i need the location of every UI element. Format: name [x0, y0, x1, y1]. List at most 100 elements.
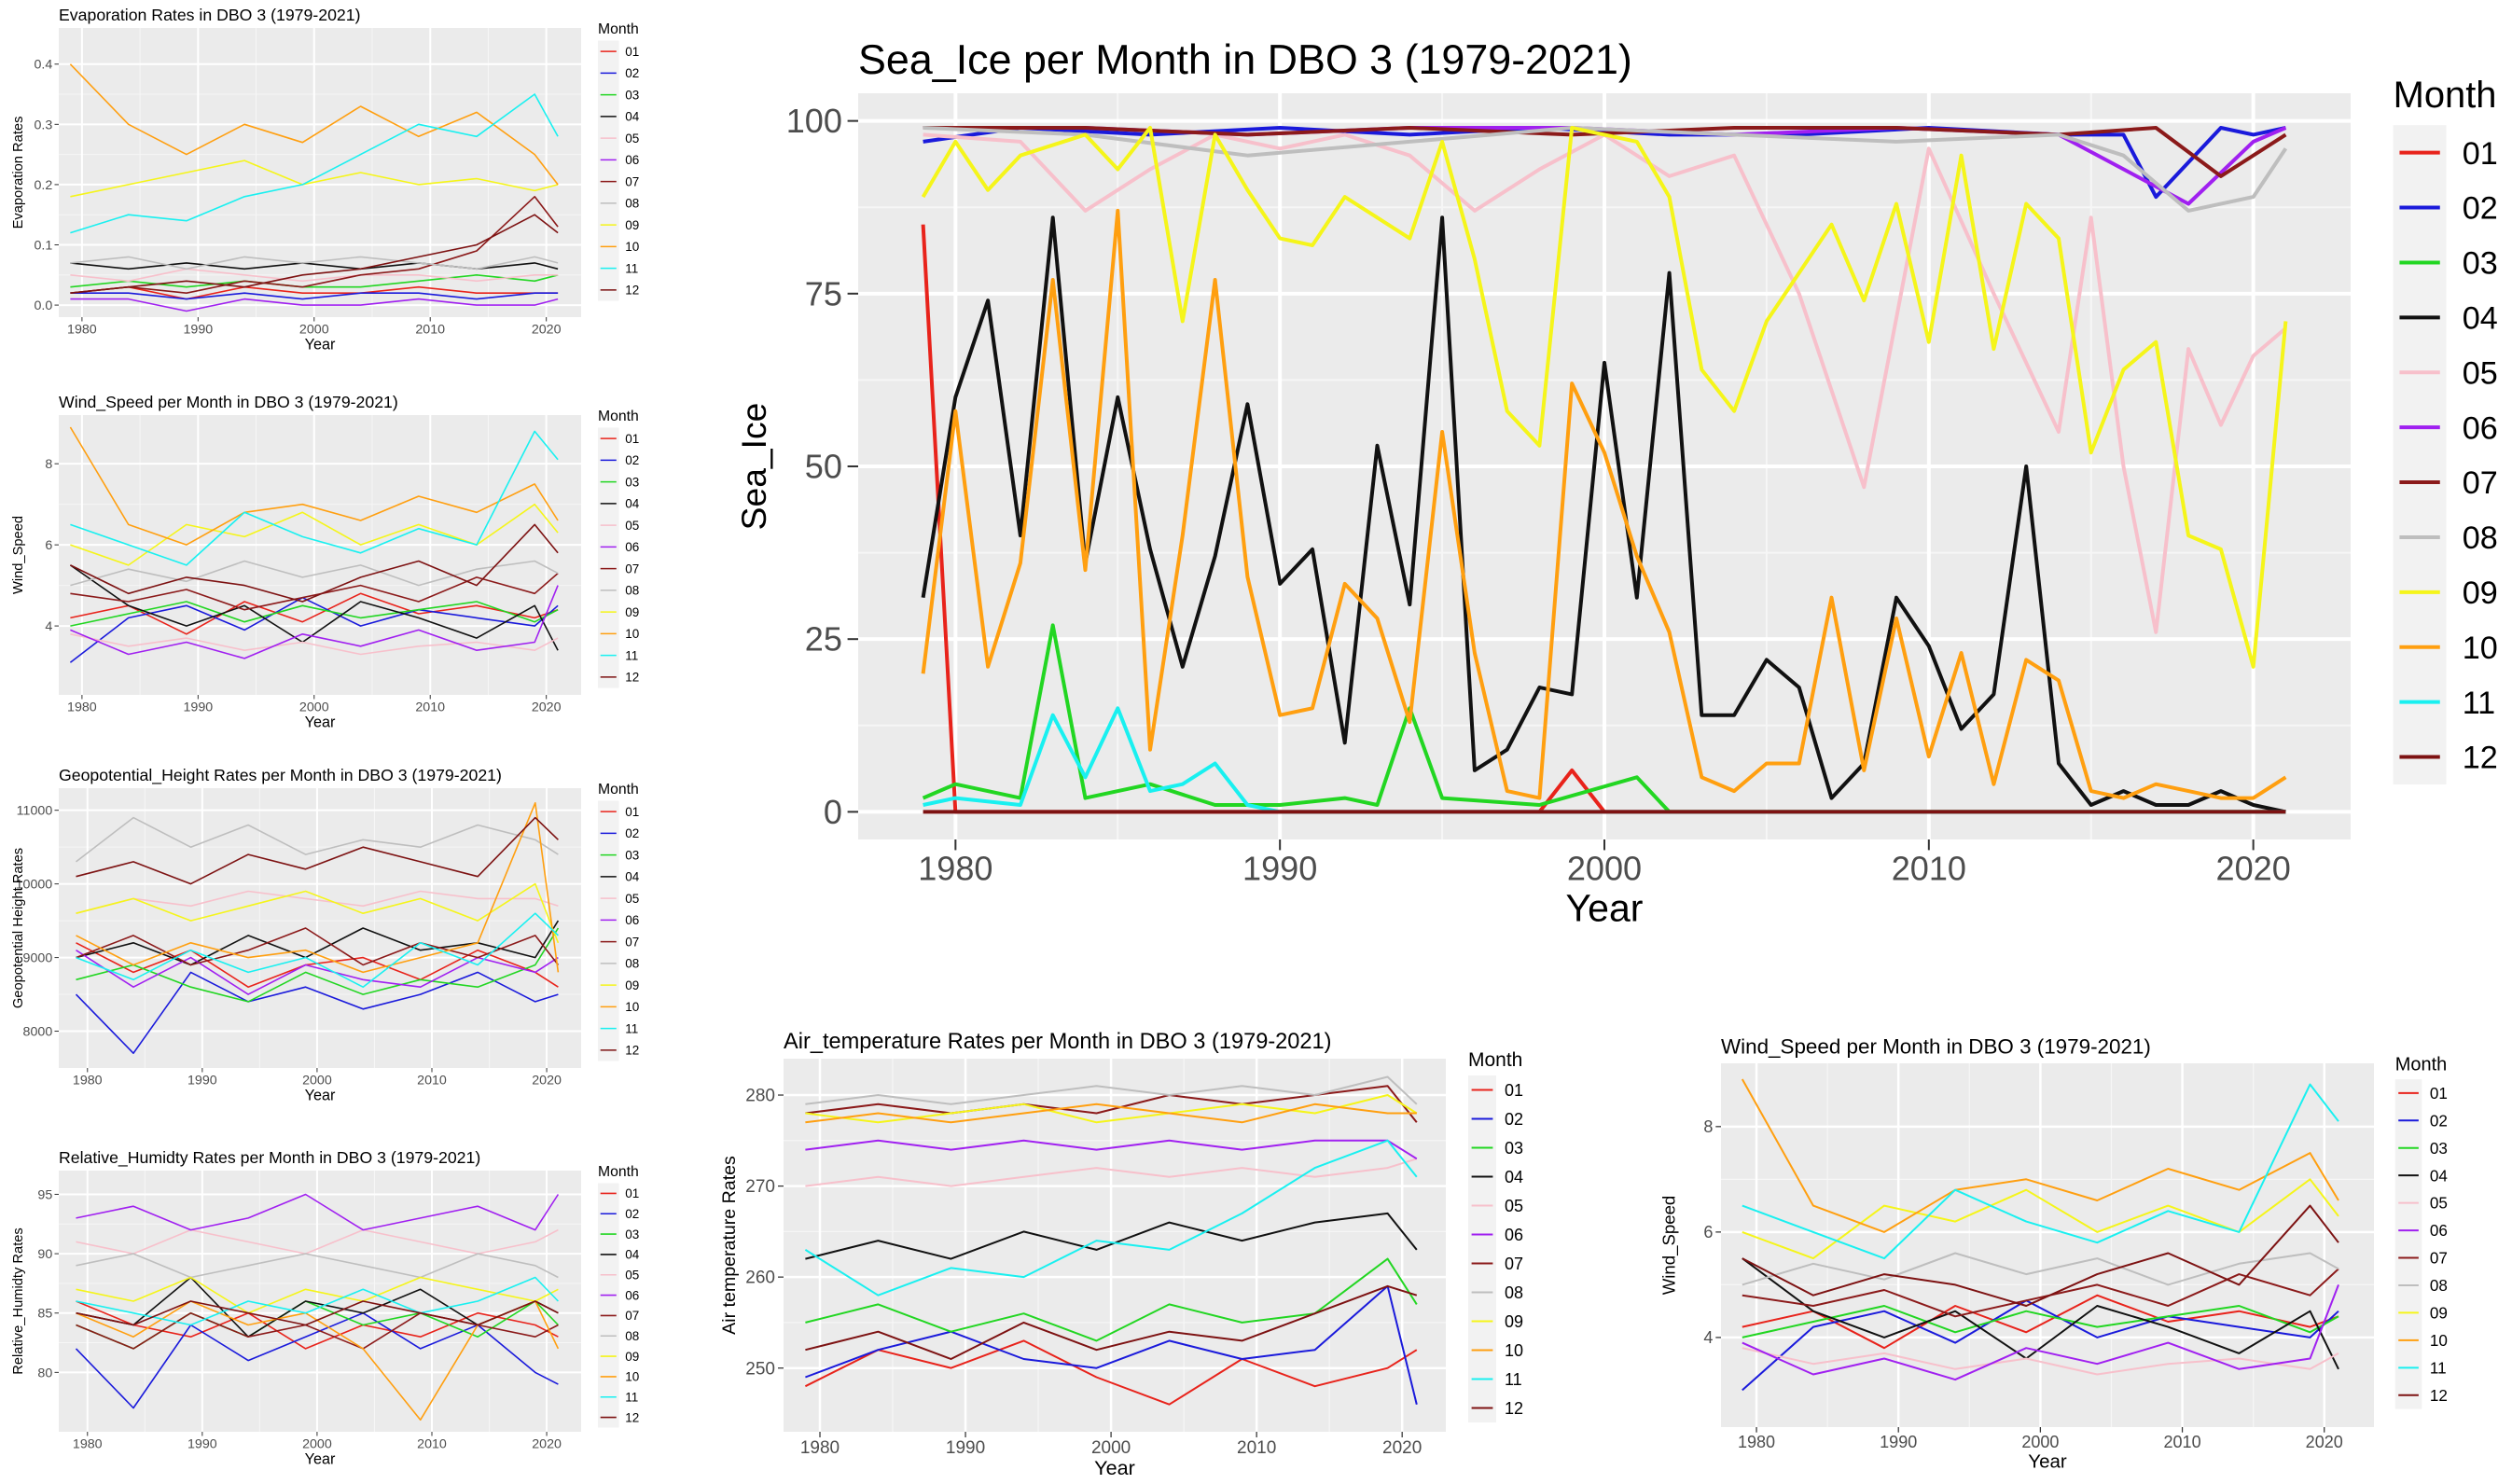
series-line-01	[70, 285, 559, 300]
legend-label: 01	[625, 45, 639, 59]
legend-label: 05	[2430, 1195, 2448, 1213]
x-tick-label: 1990	[1880, 1433, 1917, 1451]
y-axis-label: Relative_Humidty Rates	[11, 1227, 26, 1375]
x-tick-label: 1980	[67, 700, 97, 714]
y-tick-label: 0.0	[34, 298, 52, 313]
legend-label: 07	[2430, 1250, 2448, 1268]
legend-label: 07	[625, 562, 639, 576]
legend-label: 10	[2463, 631, 2498, 666]
y-tick-label: 85	[37, 1307, 52, 1322]
y-tick-label: 0.1	[34, 238, 52, 253]
series-line-08	[76, 816, 559, 863]
series-line-03	[76, 927, 560, 1003]
series-line-08	[1742, 1252, 2339, 1286]
legend-label: 02	[1505, 1110, 1523, 1129]
chart-svg: 1980 1990 2000 2010 2020 250 260 270 280 Air_temp…	[719, 1030, 1523, 1479]
series-line-10	[69, 63, 559, 186]
legend-label: 11	[625, 1021, 638, 1035]
x-tick-label: 2020	[2216, 850, 2291, 888]
chart-svg: 1980 1990 2000 2010 2020 0 25 50 75 100 Sea_Ice pe…	[734, 35, 2498, 929]
x-tick-label: 2000	[299, 322, 329, 337]
series-line-02	[805, 1284, 1418, 1405]
x-tick-label: 1990	[946, 1438, 985, 1458]
legend-label: 03	[625, 848, 639, 862]
series-line-04	[921, 215, 2286, 814]
chart-svg: 1980 1990 2000 2010 2020 4 6 8 Wind_Speed per Mo…	[11, 393, 640, 731]
legend-label: 09	[2463, 576, 2498, 611]
legend-label: 10	[625, 240, 639, 254]
chart-evaporation: 1980 1990 2000 2010 2020 0.0 0.1 0.2 0.3 0.4 Evapo…	[0, 0, 653, 364]
plot-background	[59, 1171, 581, 1432]
legend-label: 08	[625, 197, 639, 211]
series-line-07	[923, 126, 2287, 178]
legend-label: 10	[625, 1370, 639, 1384]
legend-label: 12	[625, 1044, 639, 1058]
legend-title: Month	[598, 1164, 639, 1180]
y-tick-label: 11000	[17, 804, 53, 819]
x-tick-label: 1990	[183, 700, 213, 714]
legend-label: 03	[2463, 246, 2498, 282]
legend-label: 11	[2463, 686, 2496, 721]
chart-title: Wind_Speed per Month in DBO 3 (1979-2021…	[1721, 1035, 2151, 1059]
chart-sea-ice: 1980 1990 2000 2010 2020 0 25 50 75 100 Sea_Ice pe…	[681, 0, 2512, 979]
series-line-12	[70, 523, 559, 603]
x-tick-label: 2020	[532, 1073, 562, 1088]
y-tick-label: 0.4	[34, 58, 52, 73]
x-tick-label: 1990	[1242, 850, 1317, 888]
chart-svg: 1980 1990 2000 2010 2020 80 85 90 95 Relative_Hum…	[11, 1148, 640, 1468]
y-tick-label: 6	[1703, 1223, 1713, 1241]
x-tick-label: 1980	[1738, 1433, 1775, 1451]
y-tick-label: 8	[1703, 1117, 1713, 1136]
series-line-03	[1742, 1305, 2339, 1338]
series-line-06	[70, 585, 559, 659]
x-tick-label: 1980	[918, 850, 992, 888]
series-line-12	[805, 1284, 1418, 1360]
series-line-07	[76, 927, 560, 966]
chart-svg: 1980 1990 2000 2010 2020 4 6 8 Wind_Speed per Mo…	[1659, 1035, 2448, 1473]
legend-label: 11	[625, 261, 638, 275]
y-tick-label: 8000	[23, 1024, 53, 1039]
legend-label: 08	[625, 1329, 639, 1343]
legend-label: 10	[1505, 1341, 1523, 1360]
legend-label: 07	[625, 935, 639, 949]
x-tick-label: 2010	[1237, 1438, 1276, 1458]
chart-wind-speed-large: 1980 1990 2000 2010 2020 4 6 8 Wind_Speed per Mo…	[1632, 1017, 2512, 1479]
legend-title: Month	[2394, 75, 2497, 116]
x-tick-label: 1990	[187, 1436, 217, 1451]
chart-title: Wind_Speed per Month in DBO 3 (1979-2021…	[59, 393, 398, 412]
x-tick-label: 2000	[1091, 1438, 1131, 1458]
series-line-02	[75, 971, 559, 1054]
chart-svg: 1980 1990 2000 2010 2020 8000 9000 10000 11000 Ge…	[11, 766, 640, 1104]
y-tick-label: 8	[45, 457, 52, 472]
series-line-05	[76, 1228, 559, 1255]
series-line-12	[70, 214, 559, 294]
legend-label: 08	[2463, 520, 2498, 556]
series-line-01	[804, 1339, 1418, 1406]
series-line-09	[70, 159, 559, 198]
y-tick-label: 280	[745, 1087, 775, 1106]
legend-label: 04	[2463, 301, 2498, 337]
series-line-12	[1742, 1204, 2339, 1307]
series-line-04	[805, 1212, 1418, 1260]
x-tick-label: 2000	[1567, 850, 1642, 888]
chart-title: Geopotential_Height Rates per Month in D…	[59, 766, 502, 785]
series-line-12	[76, 1300, 559, 1326]
legend-label: 08	[625, 957, 639, 971]
legend-label: 10	[625, 1000, 639, 1014]
x-tick-label: 2010	[417, 1436, 447, 1451]
series-line-10	[1741, 1078, 2339, 1233]
series-line-05	[805, 1158, 1418, 1187]
x-axis-label: Year	[305, 337, 336, 354]
series-line-09	[921, 126, 2288, 669]
legend-label: 06	[625, 540, 639, 554]
legend-label: 04	[625, 497, 640, 511]
legend-key-background	[2394, 1079, 2422, 1409]
legend-key-background	[598, 800, 619, 1061]
y-tick-label: 100	[786, 102, 842, 140]
x-axis-label: Year	[1566, 886, 1644, 929]
legend-label: 04	[625, 1248, 640, 1262]
series-line-07	[76, 1311, 559, 1350]
legend-label: 01	[2430, 1085, 2448, 1103]
series-line-09	[70, 503, 559, 566]
series-line-04	[1742, 1257, 2339, 1370]
